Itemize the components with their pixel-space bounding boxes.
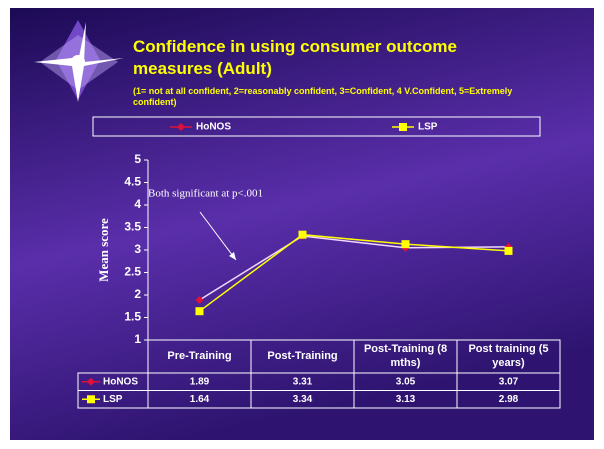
x-tick-label: Post-Training xyxy=(267,349,338,362)
point xyxy=(401,240,410,249)
x-tick-label: Pre-Training xyxy=(167,349,232,362)
series-line xyxy=(199,233,509,312)
y-axis-label: Mean score xyxy=(96,218,111,282)
table-value: 1.89 xyxy=(190,376,210,387)
y-tick-label: 2 xyxy=(134,287,141,301)
y-tick-label: 1 xyxy=(134,332,141,346)
annotation-arrow xyxy=(199,211,237,261)
table-row-label: LSP xyxy=(103,394,123,405)
y-tick-label: 3 xyxy=(134,242,141,256)
point xyxy=(87,395,95,404)
table-value: 3.34 xyxy=(293,394,313,405)
table-value: 3.13 xyxy=(396,394,416,405)
point xyxy=(298,230,307,239)
point xyxy=(399,123,407,131)
slide-background xyxy=(10,8,594,440)
table-row-label: HoNOS xyxy=(103,376,138,387)
table-value: 3.07 xyxy=(499,376,519,387)
table-value: 3.31 xyxy=(293,376,313,387)
subtitle: (1= not at all confident, 2=reasonably c… xyxy=(133,86,513,107)
annotation: Both significant at p<.001 xyxy=(148,188,263,200)
y-tick-label: 4 xyxy=(134,197,141,211)
y-tick-label: 4.5 xyxy=(124,175,141,189)
point xyxy=(195,307,204,316)
legend-label: LSP xyxy=(418,122,438,133)
x-tick-label: Post training (5 years) xyxy=(468,343,549,369)
legend-label: HoNOS xyxy=(196,122,231,133)
point xyxy=(504,246,513,255)
chart-title: Confidence in using consumer outcome mea… xyxy=(133,37,457,78)
table-value: 1.64 xyxy=(190,394,210,405)
header-box: Pre-Training xyxy=(167,349,232,362)
legend-box xyxy=(92,116,541,137)
y-tick-label: 3.5 xyxy=(124,220,141,234)
y-tick-label: 5 xyxy=(134,152,141,166)
table-cell xyxy=(456,390,561,409)
table-value: 2.98 xyxy=(499,394,519,405)
header-box: Post training (5 years) xyxy=(468,343,549,369)
table-value: 3.05 xyxy=(396,376,416,387)
title-box: Confidence in using consumer outcome mea… xyxy=(133,37,457,78)
star-logo xyxy=(34,20,124,102)
header-box: Post-Training (8 mths) xyxy=(363,343,448,369)
y-tick-label: 1.5 xyxy=(124,310,141,324)
arrow-head xyxy=(229,252,236,260)
point xyxy=(195,295,204,304)
point xyxy=(87,377,95,386)
point xyxy=(177,123,185,131)
y-tick-label: 2.5 xyxy=(124,265,141,279)
header-box: Post-Training xyxy=(267,349,338,362)
subtitle-box: (1= not at all confident, 2=reasonably c… xyxy=(133,86,513,107)
x-tick-label: Post-Training (8 mths) xyxy=(363,343,448,369)
